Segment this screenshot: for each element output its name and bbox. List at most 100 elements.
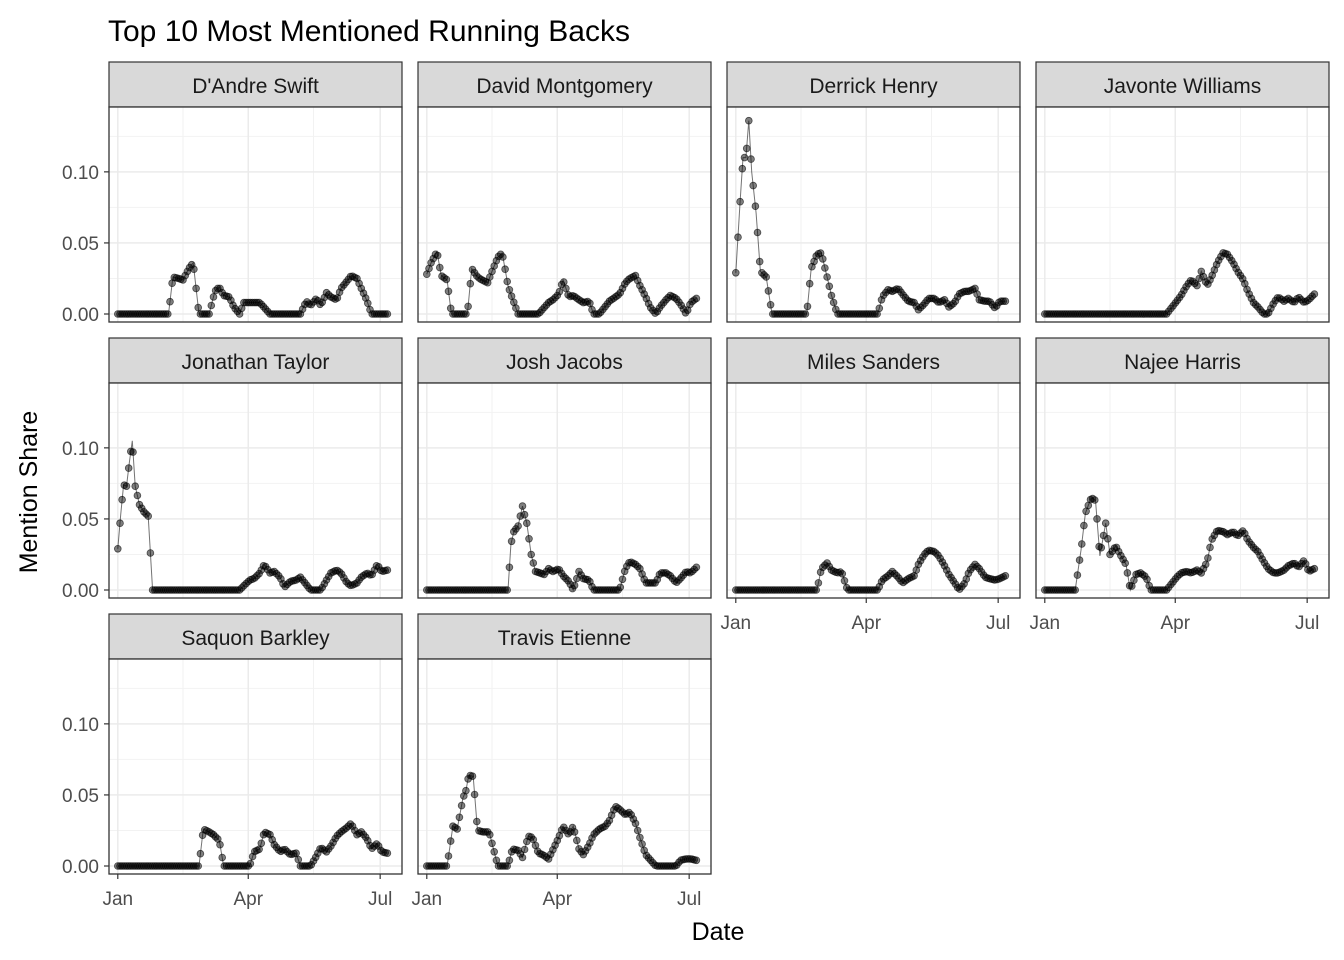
data-point <box>744 116 753 125</box>
data-point <box>457 801 466 810</box>
data-point <box>1075 556 1084 564</box>
data-point <box>636 833 644 842</box>
data-point <box>246 859 255 868</box>
facet-strip-label: Jonathan Taylor <box>182 351 330 374</box>
facet-strip-label: Travis Etienne <box>498 627 631 650</box>
facet-strip <box>417 613 712 660</box>
facet-panel: Saquon Barkley 0.00 0.05 0.10 Jan Apr Jul <box>62 613 403 910</box>
data-point <box>190 265 198 274</box>
data-point <box>692 856 701 865</box>
panel-background <box>1036 383 1329 598</box>
panel-background <box>418 383 711 598</box>
panel-background <box>109 659 402 874</box>
panel-border <box>726 106 1021 323</box>
data-point <box>1091 496 1099 504</box>
data-point <box>1078 540 1086 548</box>
panel-border <box>417 658 712 875</box>
data-point <box>205 310 213 318</box>
data-point <box>740 153 749 162</box>
data-point <box>462 310 470 318</box>
data-point <box>518 502 527 510</box>
data-point <box>129 448 137 456</box>
data-point <box>505 285 514 294</box>
data-point <box>444 287 453 296</box>
data-point <box>133 491 142 500</box>
panel-border <box>1035 106 1330 323</box>
x-tick-label: Apr <box>851 613 881 634</box>
x-tick-label: Jan <box>102 889 133 910</box>
facet-strip-label: Derrick Henry <box>809 75 938 98</box>
data-point <box>520 845 529 854</box>
y-tick-label: 0.00 <box>62 581 99 602</box>
data-point <box>501 265 509 274</box>
facet-panel: David Montgomery <box>417 61 712 323</box>
data-point <box>196 849 205 858</box>
data-point <box>446 837 455 845</box>
data-point <box>118 495 126 504</box>
x-tick-label: Jul <box>986 613 1010 634</box>
chart-title: Top 10 Most Mentioned Running Backs <box>108 15 630 48</box>
x-tick-label: Apr <box>233 889 263 910</box>
data-point <box>1310 564 1319 573</box>
data-point <box>1143 575 1151 584</box>
data-point <box>292 849 300 857</box>
panel-border <box>1035 382 1330 599</box>
data-point <box>1204 554 1212 562</box>
data-point <box>616 583 625 592</box>
data-point <box>1093 515 1101 523</box>
facet-strip <box>726 337 1021 384</box>
data-point <box>570 828 579 836</box>
data-point <box>555 287 564 296</box>
data-point <box>633 826 642 835</box>
data-point <box>218 853 227 862</box>
facet-panel: Derrick Henry <box>726 61 1021 323</box>
x-tick-label: Jan <box>720 613 751 634</box>
data-point <box>762 273 770 281</box>
data-point <box>753 228 762 237</box>
data-point <box>462 786 470 795</box>
data-point <box>520 510 529 519</box>
panel-border <box>417 382 712 599</box>
facet-panels: D'Andre Swift 0.00 0.05 0.10 David Montgomer… <box>62 61 1330 910</box>
data-point <box>801 310 810 318</box>
data-point <box>383 566 392 574</box>
data-point <box>618 575 627 584</box>
data-point <box>464 302 472 311</box>
facet-strip-label: David Montgomery <box>476 75 653 98</box>
facet-panel: Josh Jacobs <box>417 337 712 599</box>
data-point <box>209 293 218 301</box>
data-point <box>294 855 303 864</box>
facet-panel: D'Andre Swift 0.00 0.05 0.10 <box>62 61 403 326</box>
facet-strip-label: Saquon Barkley <box>181 627 330 650</box>
data-point <box>490 847 499 856</box>
data-point <box>116 519 124 527</box>
data-point <box>814 579 823 587</box>
data-point <box>507 537 516 546</box>
data-point <box>692 294 701 303</box>
data-point <box>840 576 849 585</box>
data-point <box>144 512 153 520</box>
data-point <box>742 144 751 153</box>
data-point <box>455 813 464 822</box>
x-tick-label: Jan <box>1029 613 1060 634</box>
x-tick-label: Jan <box>411 889 442 910</box>
panel-background <box>727 383 1020 598</box>
data-point <box>1310 290 1319 298</box>
x-tick-label: Apr <box>1160 613 1190 634</box>
data-point <box>525 534 533 543</box>
data-point <box>1101 519 1110 527</box>
x-axis-label: Date <box>692 918 745 946</box>
facet-strip-label: Josh Jacobs <box>506 351 623 374</box>
data-point <box>803 302 812 311</box>
facet-panel: Javonte Williams <box>1035 61 1330 323</box>
data-point <box>751 202 760 211</box>
data-point <box>1071 586 1079 594</box>
data-point <box>499 253 507 261</box>
data-point <box>442 275 451 284</box>
panel-border <box>108 658 403 875</box>
panel-border <box>726 382 1021 599</box>
data-point <box>1123 569 1132 577</box>
data-point <box>216 840 224 849</box>
panel-border <box>417 106 712 323</box>
data-point <box>363 299 372 308</box>
